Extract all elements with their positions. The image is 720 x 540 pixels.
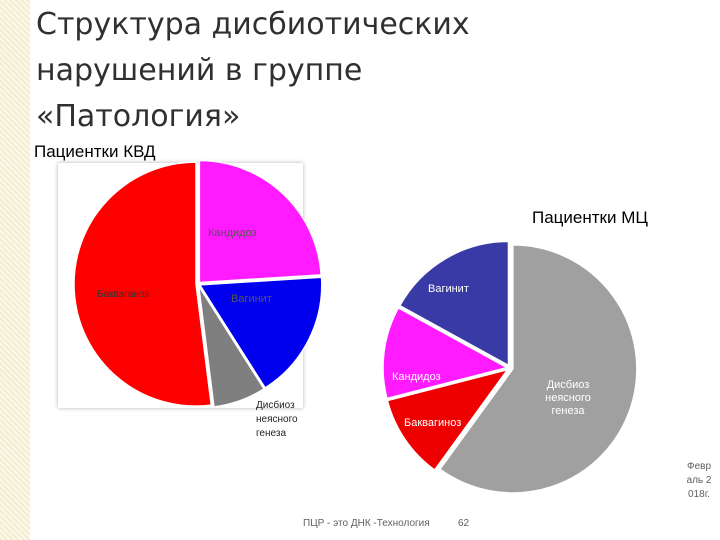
label-word: Дисбиоз — [256, 399, 295, 411]
pie0-slice-1 — [198, 276, 323, 389]
kvd-label-disbioz-text: Дисбиоз неясного генеза — [256, 399, 298, 439]
chart-mc-title: Пациентки МЦ — [532, 208, 648, 227]
pie0-slice-0 — [198, 159, 322, 284]
chart-kvd-title: Пациентки КВД — [34, 142, 156, 161]
label-word: неясного — [256, 414, 298, 425]
slide-title: Структура дисбиотических нарушений в гру… — [36, 2, 696, 140]
slide-date: Февраль 2018г. — [686, 461, 712, 500]
pie1-slice-3 — [398, 240, 510, 367]
pie0-slice-3 — [73, 161, 213, 407]
pie-chart-mc — [382, 240, 638, 494]
title-line-2: нарушений в группе — [36, 53, 363, 88]
kvd-label-vaginit: Вагинит — [231, 293, 272, 305]
label-word: генеза — [552, 405, 586, 417]
label-word: неясного — [545, 392, 591, 404]
title-line-3: «Патология» — [36, 99, 241, 134]
mc-label-kandidoz: Кандидоз — [392, 371, 441, 383]
pie1-slice-1 — [386, 368, 510, 472]
kvd-label-bakvaginoz: Бакваганоз — [97, 289, 149, 300]
mc-label-disbioz: Дисбиоз неясного генеза — [545, 379, 591, 417]
decorative-left-stripe — [0, 0, 30, 540]
pie1-slice-2 — [382, 306, 510, 400]
label-word: Дисбиоз — [547, 379, 590, 391]
kvd-label-disbioz: Дисбиоз неясного генеза — [256, 399, 298, 439]
pie0-slice-2 — [197, 285, 266, 408]
title-line-1: Структура дисбиотических — [36, 7, 470, 42]
label-word: генеза — [256, 428, 286, 439]
mc-label-vaginit: Вагинит — [428, 283, 469, 295]
pie1-slice-0 — [438, 244, 638, 494]
footer-text: ПЦР - это ДНК -Технология — [303, 518, 430, 529]
pie-chart-kvd — [73, 159, 323, 408]
kvd-label-kandidoz: Кандидоз — [208, 227, 257, 239]
page-number: 62 — [458, 518, 470, 529]
mc-label-bakvaginoz: Баквагиноз — [404, 417, 461, 429]
